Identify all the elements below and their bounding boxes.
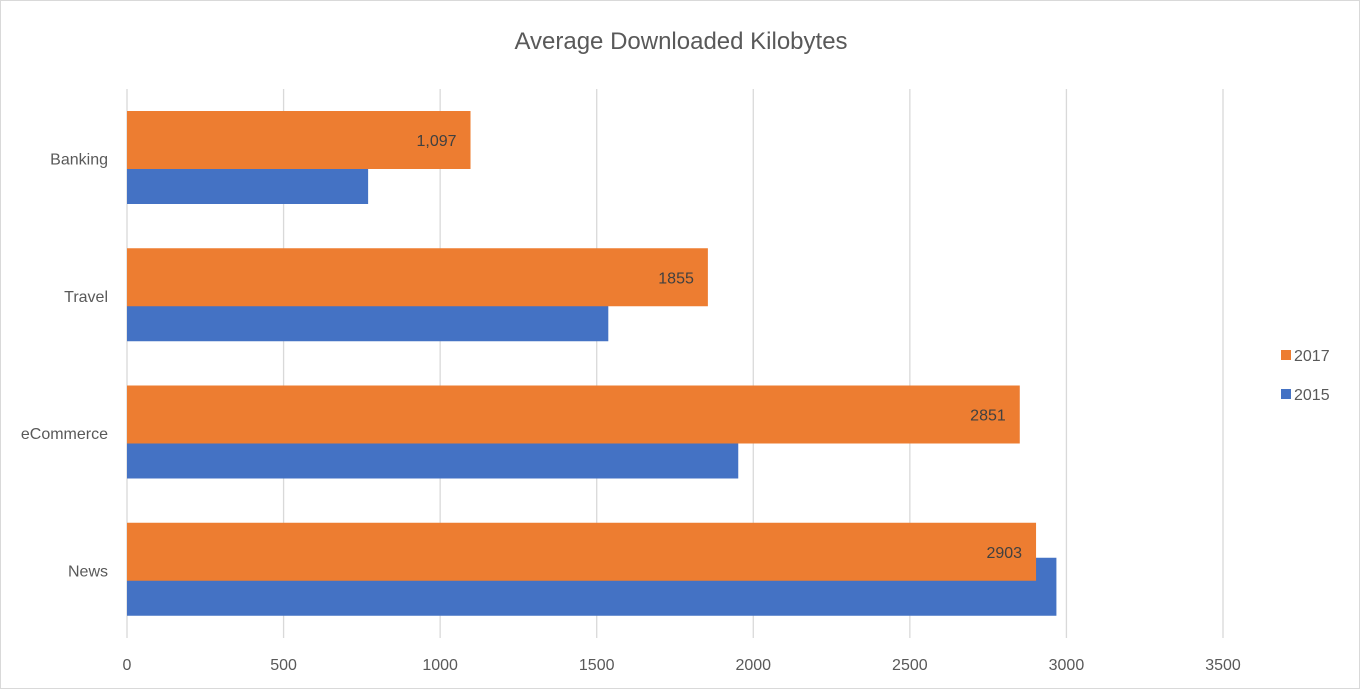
category-label-travel: Travel xyxy=(64,289,108,306)
legend[interactable]: 2017 2015 xyxy=(1281,348,1330,404)
bars xyxy=(127,111,1057,616)
x-tick-500: 500 xyxy=(270,657,297,674)
x-tick-3000: 3000 xyxy=(1049,657,1085,674)
category-label-news: News xyxy=(68,563,108,580)
x-tick-1500: 1500 xyxy=(579,657,615,674)
data-labels: 1,097 1855 2851 2903 xyxy=(416,133,1022,562)
bar-2017-news xyxy=(127,522,1037,581)
x-tick-2500: 2500 xyxy=(892,657,928,674)
data-label-2017-ecommerce: 2851 xyxy=(970,408,1006,425)
x-tick-3500: 3500 xyxy=(1205,657,1241,674)
category-label-banking: Banking xyxy=(50,152,108,169)
data-label-2017-travel: 1855 xyxy=(658,270,694,287)
bar-2017-ecommerce xyxy=(127,385,1020,444)
legend-label-2015: 2015 xyxy=(1294,387,1330,404)
legend-swatch-2015 xyxy=(1281,389,1291,399)
bar-2017-travel xyxy=(127,248,708,307)
x-tick-0: 0 xyxy=(123,657,132,674)
x-tick-labels: 0 500 1000 1500 2000 2500 3000 3500 xyxy=(123,657,1241,674)
legend-label-2017: 2017 xyxy=(1294,348,1330,365)
bar-2017-banking xyxy=(127,111,471,169)
category-labels: Banking Travel eCommerce News xyxy=(21,152,108,581)
data-label-2017-news: 2903 xyxy=(986,545,1022,562)
category-label-ecommerce: eCommerce xyxy=(21,426,108,443)
legend-swatch-2017 xyxy=(1281,350,1291,360)
x-tick-2000: 2000 xyxy=(735,657,771,674)
chart-title: Average Downloaded Kilobytes xyxy=(514,28,847,55)
data-label-2017-banking: 1,097 xyxy=(416,133,456,150)
x-tick-1000: 1000 xyxy=(422,657,458,674)
